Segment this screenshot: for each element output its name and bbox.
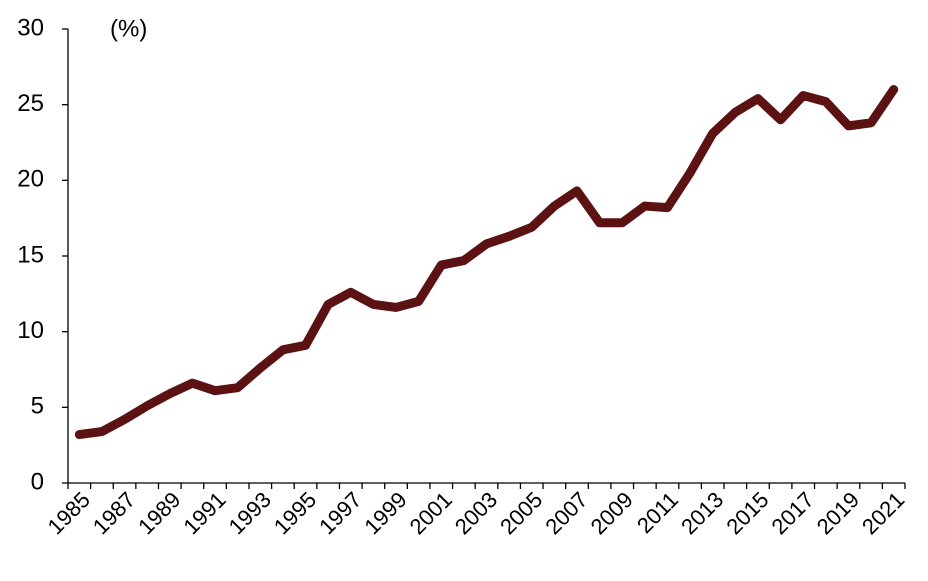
x-tick-label: 1999: [359, 487, 411, 539]
x-tick-label: 2005: [495, 487, 547, 539]
x-tick-label: 1985: [43, 487, 95, 539]
x-tick-label: 2003: [450, 487, 502, 539]
y-tick-label: 10: [17, 317, 44, 344]
x-tick-label: 2015: [721, 487, 773, 539]
x-tick-label: 1995: [269, 487, 321, 539]
data-line: [74, 85, 899, 440]
x-tick-label: 2007: [540, 487, 592, 539]
x-tick-label: 1987: [88, 487, 140, 539]
x-tick-label: 1991: [178, 487, 230, 539]
y-tick-label: 0: [31, 468, 44, 495]
x-tick-label: 1989: [133, 487, 185, 539]
y-tick-label: 30: [17, 14, 44, 41]
x-tick-label: 1997: [314, 487, 366, 539]
x-tick-label: 2001: [405, 487, 457, 539]
unit-label: (%): [110, 15, 147, 42]
x-tick-label: 2009: [586, 487, 638, 539]
x-tick-label: 2011: [632, 487, 683, 538]
x-tick-label: 2021: [857, 487, 909, 539]
x-tick-label: 1993: [224, 487, 276, 539]
x-tick-label: 2013: [676, 487, 728, 539]
y-tick-label: 20: [17, 166, 44, 193]
x-tick-label: 2019: [812, 487, 864, 539]
y-tick-label: 25: [17, 90, 44, 117]
y-tick-label: 15: [17, 241, 44, 268]
y-tick-label: 5: [31, 393, 44, 420]
x-tick-label: 2017: [767, 487, 819, 539]
